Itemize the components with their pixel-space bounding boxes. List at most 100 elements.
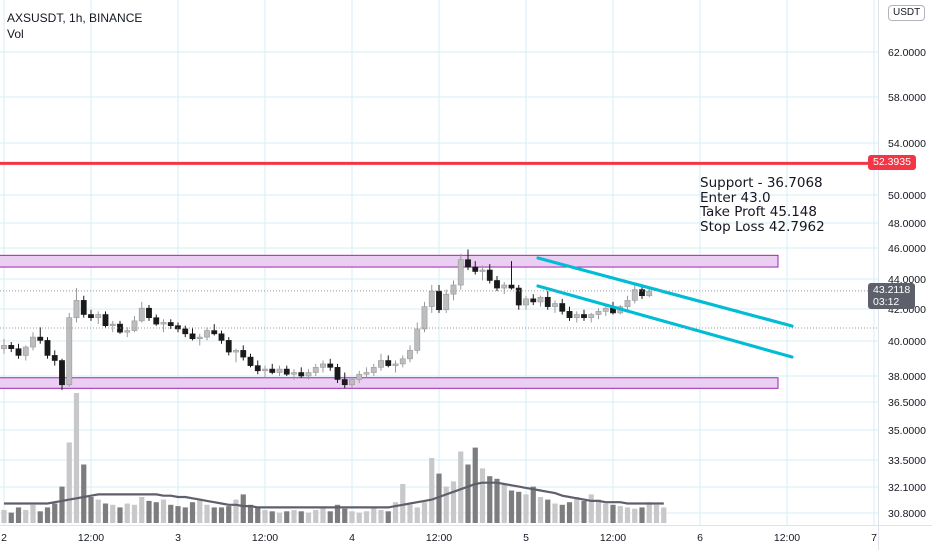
candle-body — [291, 372, 297, 375]
time-axis[interactable]: 2 12:00 3 12:00 4 12:00 5 12:00 6 12:00 7 — [0, 525, 932, 545]
price-axis[interactable]: 62.0000 58.0000 54.0000 50.0000 48.0000 46.00… — [878, 0, 927, 550]
current-price-badge: 43.2118 03:12 — [868, 283, 916, 309]
candle-body — [22, 346, 29, 356]
candle — [595, 308, 602, 320]
candle — [501, 281, 508, 295]
candle-body — [559, 303, 566, 312]
candle-body — [80, 300, 87, 315]
candle-body — [88, 314, 94, 318]
time-tick-label: 12:00 — [252, 532, 278, 544]
candle-body — [240, 350, 247, 358]
price-tick-label: 33.5000 — [888, 455, 926, 467]
volume-bar — [30, 504, 36, 523]
volume-bar — [160, 499, 167, 523]
volume-bar — [23, 510, 29, 523]
price-zone-0 — [0, 254, 779, 268]
volume-bar — [545, 499, 551, 523]
volume-bar — [603, 503, 609, 523]
candle — [472, 261, 479, 275]
candle-body — [44, 340, 51, 356]
price-tick-label: 54.0000 — [888, 138, 926, 150]
time-tick-label: 12:00 — [78, 532, 104, 544]
volume-bar — [276, 512, 283, 523]
candle-body — [385, 360, 392, 366]
candle — [320, 360, 326, 373]
candle — [312, 363, 319, 376]
volume-indicator-label[interactable]: Vol — [7, 27, 24, 41]
candle-body — [109, 323, 116, 327]
candle — [218, 330, 225, 344]
candle — [581, 309, 587, 321]
candle — [392, 360, 399, 373]
candle — [530, 294, 537, 306]
descending-channel — [536, 256, 794, 359]
candle-body — [407, 350, 413, 360]
volume-bar — [291, 510, 297, 523]
candle — [59, 358, 65, 391]
candle-body — [595, 311, 602, 315]
volume-bar — [226, 506, 232, 523]
candle — [175, 322, 181, 333]
candle — [414, 322, 421, 354]
volume-bar — [632, 508, 638, 523]
candle-body — [1, 345, 7, 350]
price-tick-label: 48.0000 — [888, 218, 926, 230]
candle — [349, 377, 355, 389]
price-tick-label: 62.0000 — [888, 47, 926, 59]
candle-body — [30, 336, 36, 348]
candle-body — [138, 307, 145, 322]
candle — [22, 345, 29, 361]
volume-bar — [450, 481, 457, 523]
volume-bar — [233, 499, 239, 523]
candle — [537, 295, 544, 307]
volume-bar — [1, 510, 7, 523]
time-tick-label: 7 — [871, 532, 877, 544]
volume-bar — [298, 511, 304, 523]
volume-bar — [516, 491, 522, 523]
candle — [211, 324, 218, 336]
annotation-stop-loss: Stop Loss 42.7962 — [700, 218, 825, 235]
volume-bar — [305, 512, 312, 523]
annotation-support: Support - 36.7068 — [700, 175, 823, 191]
candle — [486, 264, 493, 284]
volume-bar — [153, 502, 159, 523]
time-tick-label: 6 — [697, 532, 703, 544]
volume-bar — [197, 499, 203, 523]
candle-body — [211, 330, 218, 335]
volume-bar — [218, 507, 225, 523]
volume-bar — [537, 497, 544, 523]
volume-bar — [334, 504, 341, 523]
candle — [624, 295, 631, 310]
candle-body — [225, 340, 232, 353]
candle — [573, 311, 580, 323]
volume-bar — [443, 486, 449, 523]
candle — [204, 327, 210, 341]
volume-bar — [494, 478, 500, 523]
channel-lower-line — [536, 284, 794, 359]
resistance-price-badge: 52.3935 — [868, 155, 916, 170]
volume-bar — [472, 447, 478, 523]
candle-body — [472, 266, 479, 272]
candle — [254, 360, 261, 375]
time-tick-label: 5 — [523, 532, 529, 544]
candle-body — [254, 365, 261, 372]
candle-body — [349, 379, 355, 386]
candle — [334, 363, 341, 384]
volume-bar — [458, 451, 464, 523]
candle — [66, 312, 73, 387]
price-tick-label: 35.0000 — [888, 425, 926, 437]
volume-bar — [81, 464, 87, 523]
candle-body — [602, 307, 609, 312]
candle-body — [443, 293, 450, 311]
candle-body — [486, 269, 493, 281]
volume-bar — [392, 502, 399, 523]
currency-badge-label: USDT — [893, 7, 921, 18]
volume-bar — [102, 503, 109, 523]
candle — [30, 332, 36, 351]
annotation-take-profit: Take Proft 45.148 — [700, 204, 817, 220]
symbol-title[interactable]: AXSUSDT, 1h, BINANCE — [7, 11, 143, 25]
currency-badge[interactable]: USDT — [888, 5, 926, 21]
volume-bar — [269, 511, 275, 523]
volume-bar — [73, 393, 80, 523]
